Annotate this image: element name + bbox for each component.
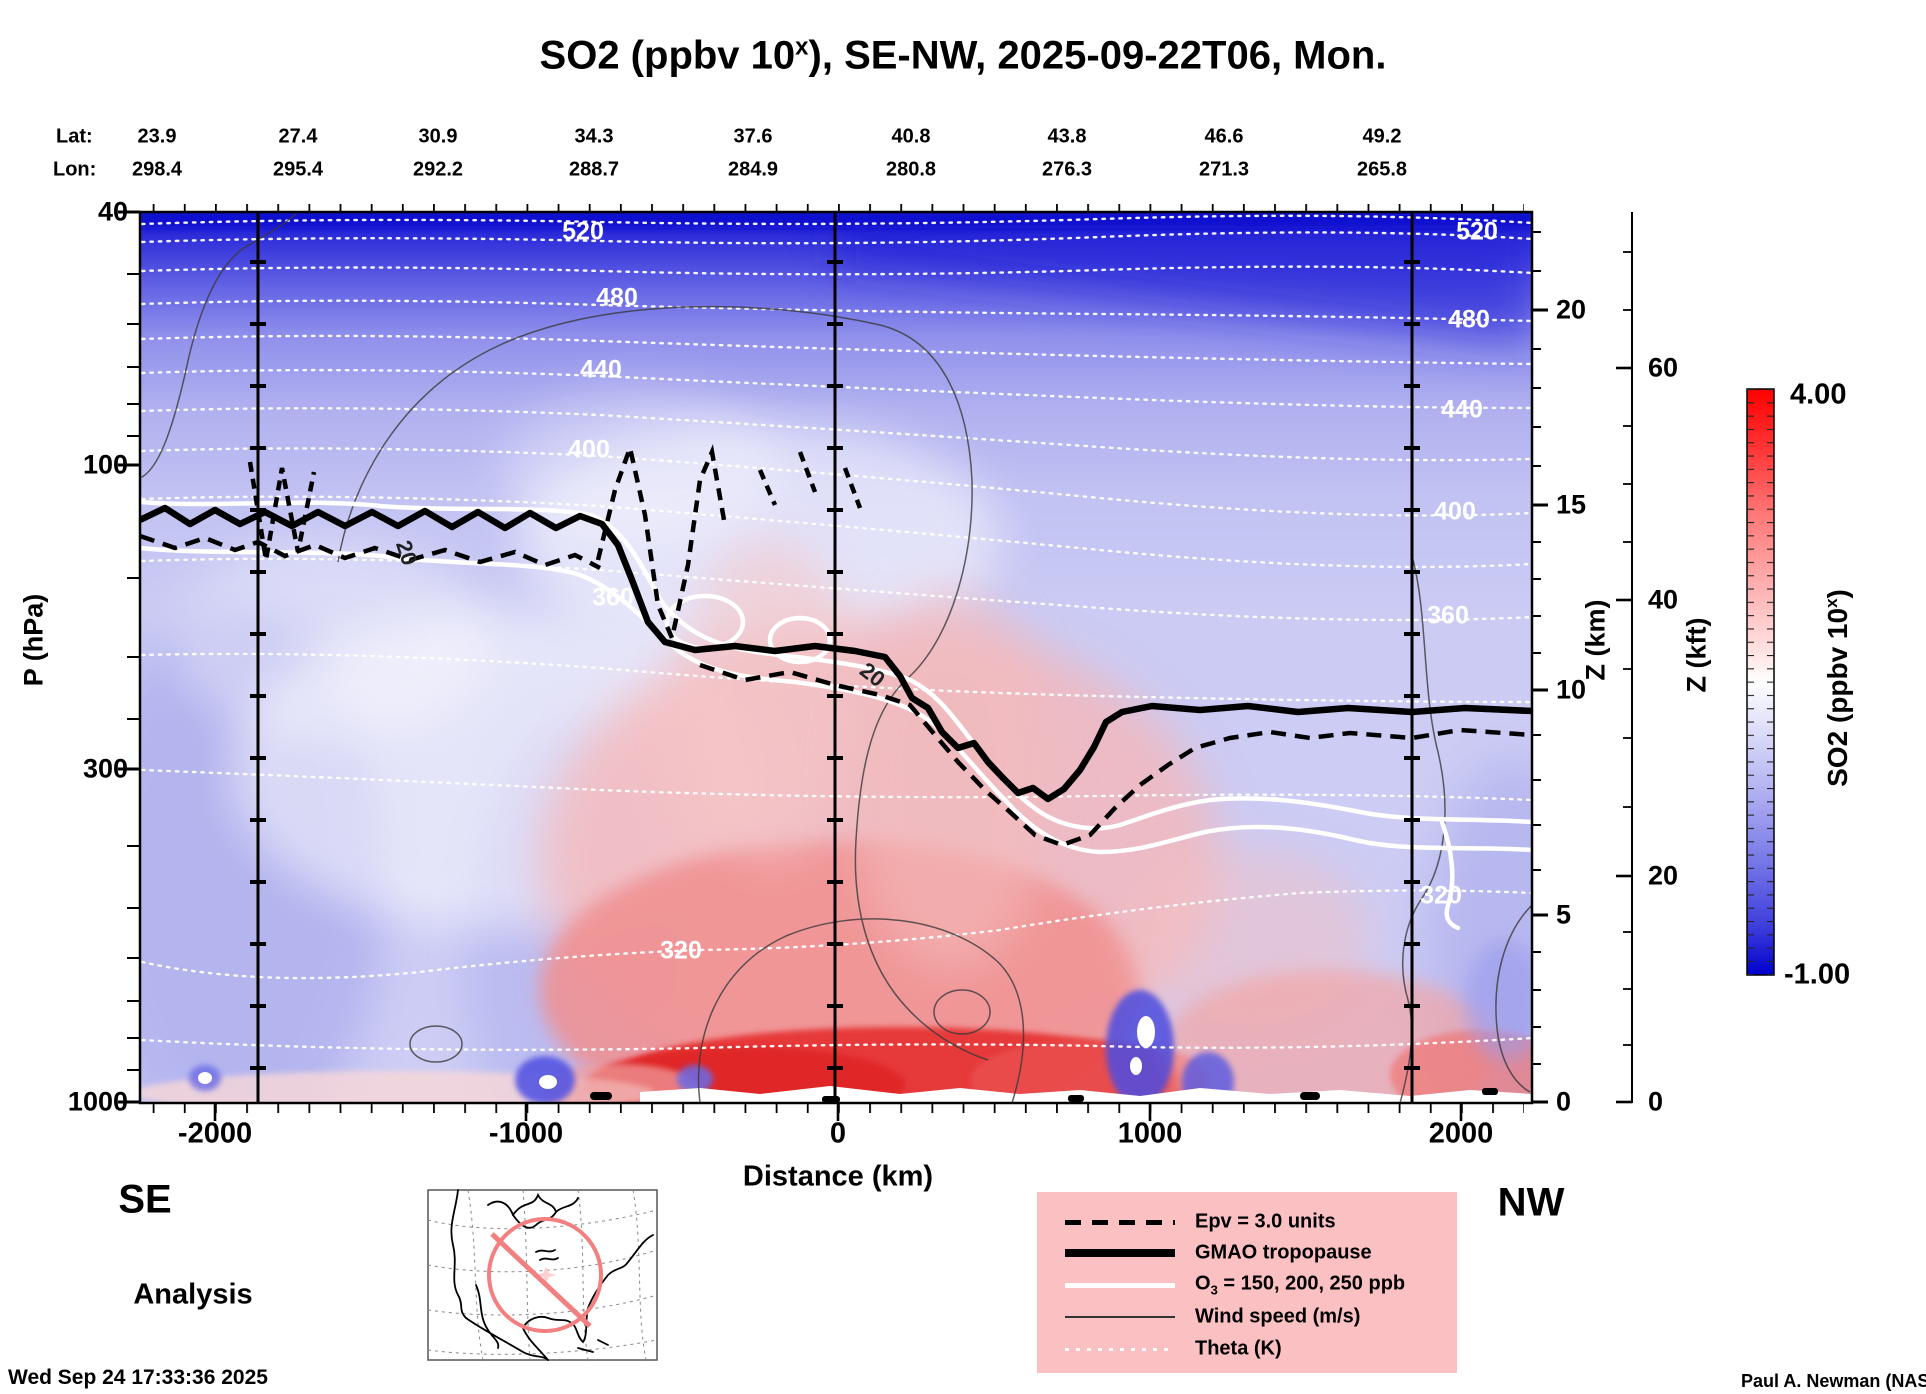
legend-item-epv: Epv = 3.0 units: [1195, 1210, 1336, 1233]
map-transect-line: [490, 1232, 592, 1328]
lon-value: 276.3: [1041, 158, 1093, 181]
endpoint-nw: NW: [1497, 1180, 1565, 1225]
x-tick: 0: [829, 1117, 847, 1150]
lat-value: 23.9: [137, 125, 177, 148]
map-inset: [427, 1189, 658, 1361]
lat-row-label: Lat:: [56, 125, 93, 148]
kft-axis: [1616, 212, 1633, 1104]
theta-label: 320: [660, 936, 702, 965]
lon-value: 284.9: [727, 158, 779, 181]
x-tick: 2000: [1428, 1117, 1494, 1150]
legend-item-ozone: O3 = 150, 200, 250 ppb: [1195, 1272, 1406, 1298]
analysis-label: Analysis: [133, 1278, 253, 1311]
x-tick: 1000: [1117, 1117, 1183, 1150]
zkm-tick: 15: [1556, 489, 1587, 520]
lat-value: 43.8: [1047, 125, 1087, 148]
map-transect-circle: [487, 1217, 603, 1333]
p-tick: 1000: [67, 1086, 128, 1117]
p-tick: 40: [97, 196, 128, 227]
lon-value: 292.2: [412, 158, 464, 181]
timestamp: Wed Sep 24 17:33:36 2025: [8, 1366, 268, 1389]
theta-label: 480: [1448, 305, 1490, 334]
map-center-star: [536, 1267, 556, 1283]
endpoint-se: SE: [118, 1177, 172, 1222]
map-graticule: [427, 1189, 658, 1361]
theta-label: 320: [1420, 881, 1462, 910]
zkm-tick: 5: [1556, 899, 1572, 930]
theta-label: 400: [1434, 497, 1476, 526]
legend-swatch-wind: [1065, 1316, 1175, 1318]
chart-title: SO2 (ppbv 10x), SE-NW, 2025-09-22T06, Mo…: [539, 33, 1387, 78]
lon-value: 298.4: [131, 158, 183, 181]
lat-value: 37.6: [733, 125, 773, 148]
p-tick: 100: [82, 449, 128, 480]
zkft-tick: 20: [1648, 860, 1679, 891]
colorbar-min: -1.00: [1784, 958, 1851, 991]
lon-value: 265.8: [1356, 158, 1408, 181]
zkft-tick: 60: [1648, 352, 1679, 383]
x-tick: -2000: [177, 1117, 253, 1150]
theta-label: 520: [1456, 217, 1498, 246]
theta-label: 480: [596, 283, 638, 312]
theta-label: 440: [1441, 395, 1483, 424]
lat-value: 40.8: [891, 125, 931, 148]
lat-value: 46.6: [1204, 125, 1244, 148]
x-axis-title: Distance (km): [742, 1160, 934, 1193]
plot-frame: [118, 204, 1548, 1121]
lat-value: 30.9: [418, 125, 458, 148]
legend-item-wind: Wind speed (m/s): [1195, 1305, 1361, 1328]
lon-row-label: Lon:: [53, 158, 97, 181]
so2-filled-contour-field: [140, 212, 1532, 1103]
legend-swatch-ozone: [1065, 1283, 1175, 1288]
epv-contours: [140, 439, 1532, 848]
legend: Epv = 3.0 units GMAO tropopause O3 = 150…: [1037, 1192, 1457, 1373]
legend-item-tropopause: GMAO tropopause: [1195, 1241, 1372, 1264]
p-axis-title: P (hPa): [18, 593, 49, 687]
colorbar-max: 4.00: [1790, 378, 1847, 411]
map-coastline: [450, 1189, 654, 1361]
p-tick: 300: [82, 753, 128, 784]
vertical-reference-lines: [250, 212, 1420, 1103]
legend-swatch-tropopause: [1065, 1249, 1175, 1257]
theta-label: 520: [562, 217, 604, 246]
colorbar: [1746, 388, 1775, 976]
theta-label: 360: [592, 583, 634, 612]
lon-value: 288.7: [568, 158, 620, 181]
lon-value: 295.4: [272, 158, 324, 181]
zkft-axis-title: Z (kft): [1681, 617, 1712, 693]
lon-value: 271.3: [1198, 158, 1250, 181]
zkm-tick: 10: [1556, 674, 1587, 705]
lon-value: 280.8: [885, 158, 937, 181]
zkm-axis-title: Z (km): [1580, 599, 1611, 681]
colorbar-title: SO2 (ppbv 10x): [1821, 589, 1854, 787]
x-tick: -1000: [488, 1117, 564, 1150]
theta-label: 440: [580, 355, 622, 384]
lat-value: 34.3: [574, 125, 614, 148]
legend-item-theta: Theta (K): [1195, 1337, 1282, 1360]
zkft-tick: 40: [1648, 584, 1679, 615]
zkft-tick: 0: [1648, 1086, 1664, 1117]
lat-value: 49.2: [1362, 125, 1402, 148]
lat-value: 27.4: [278, 125, 318, 148]
theta-label: 400: [568, 435, 610, 464]
tropopause-line: [140, 504, 1532, 803]
legend-swatch-epv: [1065, 1220, 1175, 1225]
zkm-tick: 20: [1556, 294, 1587, 325]
ozone-contours: [140, 499, 1532, 931]
zkm-tick: 0: [1556, 1086, 1572, 1117]
credit: Paul A. Newman (NASA: [1741, 1371, 1926, 1391]
theta-label: 360: [1427, 601, 1469, 630]
legend-swatch-theta: [1065, 1348, 1175, 1351]
